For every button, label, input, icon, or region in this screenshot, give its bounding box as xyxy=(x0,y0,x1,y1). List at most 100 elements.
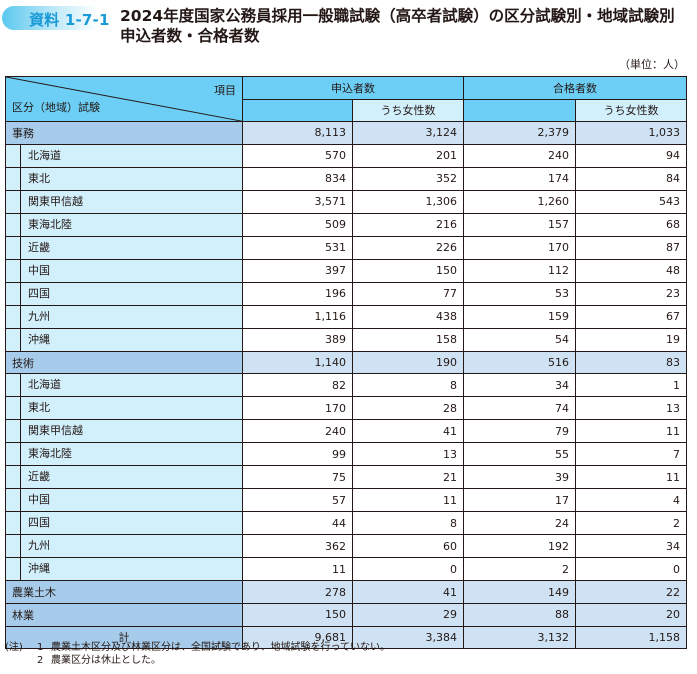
cell-applicants: 9,681 xyxy=(242,625,353,650)
cell-applicants-female: 60 xyxy=(352,534,464,559)
cell-applicants: 11 xyxy=(242,557,353,582)
row-label: 中国 xyxy=(5,488,243,513)
cell-applicants-female: 13 xyxy=(352,442,464,467)
row-label: 関東甲信越 xyxy=(5,419,243,444)
header-category-label: 区分（地域）試験 xyxy=(12,101,100,115)
cell-passers-female: 34 xyxy=(575,534,687,559)
footnote-text: 農業区分は休止とした。 xyxy=(51,655,161,666)
region-row: 北海道 570 201 240 94 xyxy=(5,143,687,168)
cell-passers-female: 23 xyxy=(575,281,687,306)
data-table: 項目 区分（地域）試験 申込者数 合格者数 うち女性数 うち女性数 事務 8,11… xyxy=(5,75,687,650)
category-row: 技術 1,140 190 516 83 xyxy=(5,350,687,375)
region-name: 四国 xyxy=(20,282,242,305)
footnote-2: 2 農業区分は休止とした。 xyxy=(5,654,390,667)
cell-passers-female: 87 xyxy=(575,235,687,260)
region-row: 北海道 82 8 34 1 xyxy=(5,373,687,398)
cell-applicants-female: 3,384 xyxy=(352,625,464,650)
cell-passers: 2 xyxy=(463,557,576,582)
cell-passers-female: 84 xyxy=(575,166,687,191)
cell-applicants: 570 xyxy=(242,143,353,168)
cell-passers: 55 xyxy=(463,442,576,467)
cell-applicants-female: 77 xyxy=(352,281,464,306)
cell-passers-female: 19 xyxy=(575,327,687,352)
page-title: 2024年度国家公務員採用一般職試験（高卒者試験）の区分試験別・地域試験別申込者… xyxy=(120,7,675,45)
region-name: 九州 xyxy=(20,305,242,328)
footnote-1: (注) 1 農業土木区分及び林業区分は、全国試験であり、地域試験を行っていない。 xyxy=(5,641,390,654)
region-name: 近畿 xyxy=(20,466,242,489)
cell-passers-female: 1,033 xyxy=(575,121,687,145)
cell-passers: 170 xyxy=(463,235,576,260)
cell-applicants: 397 xyxy=(242,258,353,283)
region-name: 関東甲信越 xyxy=(20,420,242,443)
region-name: 九州 xyxy=(20,535,242,558)
cell-applicants-female: 352 xyxy=(352,166,464,191)
region-name: 近畿 xyxy=(20,236,242,259)
region-name: 沖縄 xyxy=(20,328,242,351)
cell-passers: 34 xyxy=(463,373,576,398)
cell-applicants: 196 xyxy=(242,281,353,306)
region-name: 東海北陸 xyxy=(20,443,242,466)
category-row: 林業 150 29 88 20 xyxy=(5,602,687,627)
cell-applicants: 44 xyxy=(242,511,353,536)
cell-passers-female: 83 xyxy=(575,350,687,375)
row-label: 事務 xyxy=(5,121,243,145)
cell-applicants: 82 xyxy=(242,373,353,398)
cell-applicants-female: 29 xyxy=(352,602,464,627)
cell-passers: 88 xyxy=(463,602,576,627)
region-row: 中国 397 150 112 48 xyxy=(5,258,687,283)
cell-applicants: 362 xyxy=(242,534,353,559)
cell-applicants-female: 8 xyxy=(352,373,464,398)
region-row: 東北 834 352 174 84 xyxy=(5,166,687,191)
region-name: 中国 xyxy=(20,259,242,282)
region-row: 近畿 75 21 39 11 xyxy=(5,465,687,490)
cell-passers: 54 xyxy=(463,327,576,352)
region-row: 東北 170 28 74 13 xyxy=(5,396,687,421)
cell-passers-female: 20 xyxy=(575,602,687,627)
header-item-label: 項目 xyxy=(214,84,236,97)
cell-passers-female: 1 xyxy=(575,373,687,398)
cell-passers-female: 94 xyxy=(575,143,687,168)
total-row: 計 9,681 3,384 3,132 1,158 xyxy=(5,625,687,650)
cell-applicants: 170 xyxy=(242,396,353,421)
table-body: 事務 8,113 3,124 2,379 1,033 北海道 570 201 240 94 東北 83… xyxy=(5,121,687,650)
cell-passers-female: 13 xyxy=(575,396,687,421)
cell-passers: 53 xyxy=(463,281,576,306)
cell-passers: 1,260 xyxy=(463,189,576,214)
cell-passers: 192 xyxy=(463,534,576,559)
header-passers: 合格者数 xyxy=(463,76,687,100)
corner-header: 項目 区分（地域）試験 xyxy=(5,75,243,123)
cell-applicants: 1,140 xyxy=(242,350,353,375)
cell-passers: 149 xyxy=(463,580,576,604)
cell-passers-female: 4 xyxy=(575,488,687,513)
cell-passers-female: 0 xyxy=(575,557,687,582)
footnote-number: 2 xyxy=(37,655,44,666)
region-name: 北海道 xyxy=(20,374,242,397)
cell-applicants-female: 201 xyxy=(352,143,464,168)
cell-applicants: 57 xyxy=(242,488,353,513)
cell-passers-female: 7 xyxy=(575,442,687,467)
row-label: 沖縄 xyxy=(5,557,243,582)
cell-applicants: 3,571 xyxy=(242,189,353,214)
cell-applicants: 150 xyxy=(242,602,353,627)
region-name: 沖縄 xyxy=(20,558,242,581)
footnote-number: 1 xyxy=(37,642,44,653)
cell-applicants-female: 41 xyxy=(352,580,464,604)
cell-applicants-female: 438 xyxy=(352,304,464,329)
cell-passers: 24 xyxy=(463,511,576,536)
row-label: 九州 xyxy=(5,534,243,559)
row-label: 四国 xyxy=(5,281,243,306)
cell-passers: 157 xyxy=(463,212,576,237)
region-row: 九州 1,116 438 159 67 xyxy=(5,304,687,329)
region-row: 関東甲信越 240 41 79 11 xyxy=(5,419,687,444)
row-label: 東海北陸 xyxy=(5,212,243,237)
row-label: 東北 xyxy=(5,166,243,191)
cell-passers: 112 xyxy=(463,258,576,283)
cell-applicants: 8,113 xyxy=(242,121,353,145)
figure-number: 資料 1-7-1 xyxy=(29,11,110,29)
region-name: 関東甲信越 xyxy=(20,190,242,213)
cell-applicants-female: 150 xyxy=(352,258,464,283)
cell-applicants-female: 11 xyxy=(352,488,464,513)
unit-label: （単位：人） xyxy=(619,58,685,71)
row-label: 近畿 xyxy=(5,235,243,260)
cell-passers: 174 xyxy=(463,166,576,191)
